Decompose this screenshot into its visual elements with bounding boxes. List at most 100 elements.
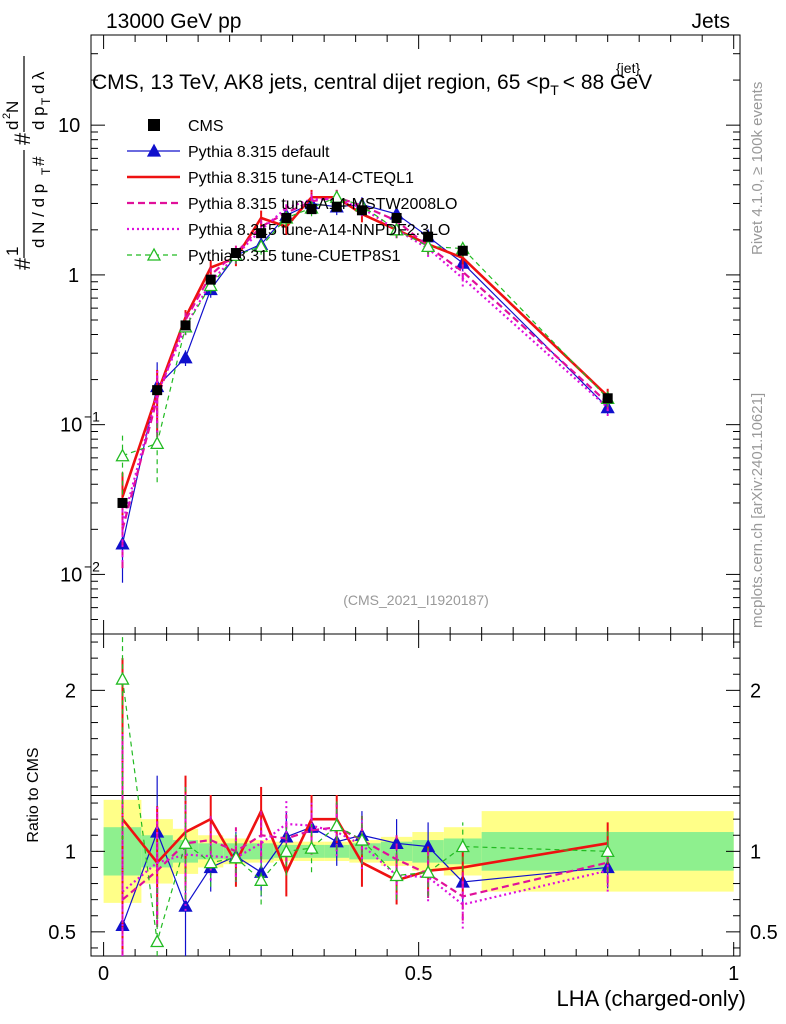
ratio-series-layer (115, 634, 615, 956)
ratio-series-pythia-8-315-tune-a14-cteql1 (121, 658, 609, 956)
plot-title-end: < 88 GeV (563, 71, 652, 94)
series-pythia-8-315-tune-a14-mstw2008lo (121, 189, 609, 569)
ratio-series-pythia-8-315-tune-cuetp8s1 (115, 634, 615, 956)
legend-label: CMS (188, 118, 224, 135)
ratio-point (455, 839, 470, 853)
svg-text:2: 2 (1, 113, 13, 119)
cms-data-point (391, 212, 402, 223)
ratio-point (279, 843, 294, 857)
main-ytick-exponent: −1 (84, 409, 100, 425)
ratio-point (389, 868, 404, 882)
series-point (421, 239, 436, 253)
legend-marker (146, 143, 162, 157)
cms-data-point (205, 274, 216, 285)
ratio-point (254, 872, 269, 886)
legend-label: Pythia 8.315 tune-A14-CTEQL1 (188, 170, 414, 187)
series-point (115, 448, 130, 462)
svg-text:N: N (3, 101, 22, 113)
ratio-ytick-label-right: 2 (750, 680, 761, 702)
analysis-label: (CMS_2021_I1920187) (343, 592, 489, 608)
cms-data-point (356, 205, 367, 216)
xtick-label: 0.5 (405, 963, 433, 985)
ratio-axis-ticks: 0.5 0.5 1 1 2 2 0 0.5 1 (48, 634, 778, 985)
ratio-point (354, 832, 370, 846)
legend: CMS Pythia 8.315 default Pythia 8.315 tune… (127, 118, 457, 265)
ratio-point (178, 835, 193, 849)
cms-data-point (180, 320, 191, 331)
plot-title: CMS, 13 TeV, AK8 jets, central dijet reg… (92, 71, 652, 98)
series-cms (117, 201, 613, 508)
header-right: Jets (691, 10, 730, 33)
cms-data-point (423, 231, 434, 242)
ratio-ytick-label-right: 1 (750, 841, 761, 863)
ratio-ytick-label-right: 0.5 (750, 922, 778, 944)
ratio-point (421, 864, 436, 878)
svg-text:d p: d p (29, 106, 48, 130)
series-line (121, 196, 609, 530)
series-line (122, 196, 609, 457)
ratio-point (203, 855, 218, 869)
rivet-label: Rivet 4.1.0, ≥ 100k events (749, 82, 766, 255)
ratio-point (228, 850, 244, 864)
ratio-line (121, 826, 608, 901)
svg-text:T: T (39, 97, 53, 105)
series-point (203, 278, 218, 292)
cms-data-point (602, 393, 613, 404)
svg-text:#: # (10, 132, 35, 145)
main-ytick-label: 1 (68, 265, 79, 287)
plot-title-main: CMS, 13 TeV, AK8 jets, central dijet reg… (92, 71, 550, 94)
legend-label: Pythia 8.315 tune-CUETP8S1 (188, 248, 401, 265)
header-left: 13000 GeV pp (106, 10, 241, 33)
mcplots-label: mcplots.cern.ch [arXiv:2401.10621] (749, 393, 766, 628)
main-ytick-label: 10 (60, 415, 82, 437)
legend-entry: CMS (148, 118, 224, 135)
legend-label: Pythia 8.315 tune-A14-MSTW2008LO (188, 196, 457, 213)
series-point (178, 350, 193, 364)
svg-text:#: # (29, 156, 48, 166)
cms-data-point (331, 201, 342, 212)
svg-text:#: # (10, 257, 35, 270)
legend-label: Pythia 8.315 tune-A14-NNPDF2.3LO (188, 222, 450, 239)
series-point (254, 239, 269, 253)
ratio-ytick-label: 2 (65, 680, 76, 702)
main-ytick-label: 10 (58, 115, 80, 137)
svg-text:d N / d p: d N / d p (29, 184, 48, 248)
x-axis-label: LHA (charged-only) (556, 986, 746, 1011)
cms-data-point (457, 245, 468, 256)
main-series-layer (115, 189, 615, 583)
cms-data-point (306, 204, 317, 215)
ratio-point (150, 934, 165, 948)
main-ytick-label: 10 (60, 564, 82, 586)
svg-text:d: d (3, 121, 22, 130)
ratio-line (121, 679, 608, 942)
ratio-line (121, 826, 608, 926)
legend-label: Pythia 8.315 default (188, 144, 330, 161)
ratio-ytick-label: 1 (65, 841, 76, 863)
series-line (121, 195, 609, 498)
cms-data-point (117, 497, 128, 508)
xtick-label: 0 (98, 963, 109, 985)
legend-entry: Pythia 8.315 tune-A14-NNPDF2.3LO (127, 222, 450, 239)
legend-entry: Pythia 8.315 tune-A14-CTEQL1 (127, 170, 414, 187)
cms-data-point (230, 248, 241, 259)
legend-marker (146, 247, 162, 261)
xtick-label: 1 (728, 963, 739, 985)
plot-title-sub: T (550, 82, 559, 98)
legend-entry: Pythia 8.315 tune-CUETP8S1 (127, 247, 401, 265)
series-line (121, 202, 609, 544)
series-pythia-8-315-tune-a14-cteql1 (121, 189, 609, 536)
ratio-ytick-label: 0.5 (48, 922, 76, 944)
main-y-label: # 1 d N / d p T # # d 2 N d p T d λ (1, 56, 53, 270)
series-point (150, 436, 165, 450)
svg-text:T: T (39, 167, 53, 175)
plot-title-sup: {jet} (616, 60, 640, 76)
ratio-point (304, 840, 319, 854)
svg-text:λ: λ (29, 71, 48, 80)
series-point (389, 222, 404, 236)
legend-entry: Pythia 8.315 default (127, 143, 330, 161)
cms-data-point (281, 212, 292, 223)
ratio-point (329, 818, 344, 832)
ratio-y-label: Ratio to CMS (25, 747, 42, 842)
